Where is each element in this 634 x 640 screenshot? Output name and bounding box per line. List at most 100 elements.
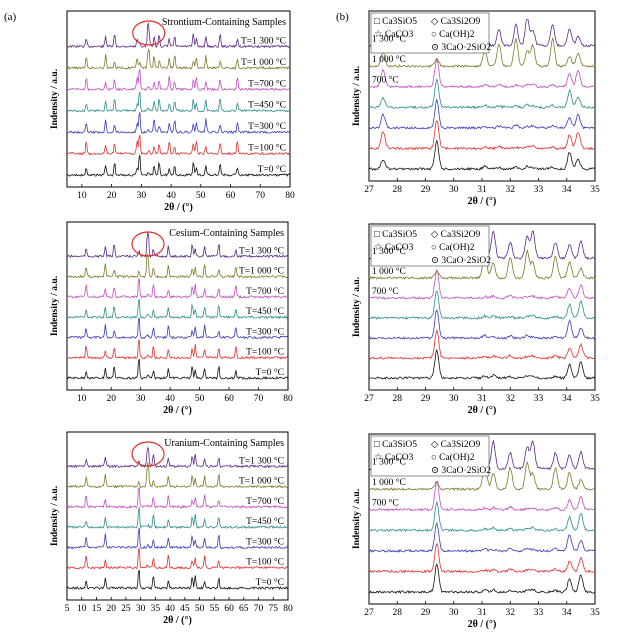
- trace-1: [66, 47, 291, 70]
- x-axis-label: 2θ / (°): [163, 405, 192, 416]
- series-label: T=1 000 °C: [239, 266, 284, 277]
- x-tick-label: 20: [107, 191, 117, 201]
- series-label: 1 300 °C: [372, 34, 406, 45]
- x-tick-label: 27: [364, 185, 374, 195]
- series-label: T=1 300 °C: [241, 35, 286, 46]
- legend: □ Ca3SiO5 ◇ Ca3Si2O9 ☆ CaCO3 ○ Ca(OH)2 ⊙ 3Ca…: [370, 225, 491, 267]
- x-tick-label: 70: [254, 394, 264, 404]
- panel-a-label: (a): [4, 11, 17, 23]
- x-axis-label: 2θ / (°): [164, 202, 193, 213]
- x-tick-label: 40: [166, 191, 176, 201]
- trace-1: [368, 37, 596, 68]
- trace-3: [66, 507, 288, 530]
- panel-b-label: (b): [336, 11, 349, 23]
- trace-1: [66, 462, 289, 489]
- legend-entry: ◇ Ca3Si2O9: [431, 17, 481, 27]
- trace-4: [368, 522, 596, 553]
- trace-5: [66, 339, 289, 360]
- chart-5: 27 28 29 30 31 32 33 34 35 2θ / (°) Indensity / a.…: [352, 433, 600, 630]
- x-tick-label: 35: [151, 604, 161, 614]
- x-tick-label: 50: [196, 191, 206, 201]
- series-label: T=450 °C: [246, 306, 284, 317]
- x-tick-label: 10: [77, 604, 87, 614]
- legend-entry: ○ Ca(OH)2: [431, 29, 475, 40]
- series-label: T=100 °C: [248, 143, 286, 154]
- legend-entry: ☆ CaCO3: [374, 452, 414, 463]
- series-label: T=300 °C: [248, 121, 286, 132]
- legend-box: [370, 435, 490, 477]
- x-tick-label: 27: [364, 394, 374, 404]
- highlight-circle: [132, 20, 166, 46]
- x-tick-label: 75: [269, 604, 279, 614]
- trace-2: [368, 268, 596, 300]
- series-label: 700 °C: [372, 498, 399, 509]
- series-label: T=300 °C: [246, 326, 284, 337]
- series-label: T=1 000 °C: [241, 57, 286, 68]
- x-tick-label: 30: [136, 604, 146, 614]
- legend-entry: ⊙ 3CaO·2SiO2: [431, 43, 491, 53]
- trace-3: [368, 77, 596, 110]
- series-label: 1 000 °C: [372, 477, 406, 488]
- trace-1: [368, 248, 596, 281]
- x-tick-label: 32: [506, 394, 516, 404]
- trace-2: [368, 481, 596, 512]
- x-tick-label: 32: [506, 608, 516, 618]
- legend: □ Ca3SiO5 ◇ Ca3Si2O9 ☆ CaCO3 ○ Ca(OH)2 ⊙ 3Ca…: [370, 12, 491, 54]
- chart-title: Uranium-Containing Samples: [164, 438, 284, 449]
- x-tick-label: 28: [393, 185, 403, 195]
- plot-frame: [66, 431, 289, 601]
- trace-3: [368, 290, 596, 320]
- x-tick-label: 80: [283, 604, 293, 614]
- x-tick-label: 30: [449, 185, 459, 195]
- x-axis-label: 2θ / (°): [468, 619, 497, 630]
- legend-entry: ⊙ 3CaO·2SiO2: [431, 256, 491, 266]
- x-tick-label: 33: [534, 185, 544, 195]
- trace-4: [66, 112, 291, 135]
- x-tick-label: 31: [477, 394, 487, 404]
- trace-6: [368, 563, 596, 594]
- x-tick-label: 45: [180, 604, 190, 614]
- trace-5: [368, 542, 596, 574]
- highlight-circle: [131, 441, 165, 467]
- x-tick-label: 5: [65, 604, 70, 614]
- plot-frame: [66, 10, 291, 188]
- trace-2: [368, 58, 596, 89]
- x-axis-label: 2θ / (°): [468, 405, 497, 416]
- series-label: 1 000 °C: [372, 54, 406, 65]
- legend-box: [370, 225, 490, 267]
- x-tick-label: 15: [92, 604, 102, 614]
- x-tick-label: 10: [77, 394, 87, 404]
- trace-4: [66, 527, 289, 550]
- x-tick-label: 30: [449, 394, 459, 404]
- x-tick-label: 30: [136, 394, 146, 404]
- series-label: T=1 000 °C: [239, 476, 284, 487]
- x-tick-label: 27: [364, 608, 374, 618]
- x-tick-label: 31: [477, 185, 487, 195]
- trace-2: [66, 486, 289, 509]
- series-label: T=450 °C: [248, 100, 286, 111]
- series-label: 1 300 °C: [372, 246, 406, 257]
- x-tick-label: 10: [77, 191, 87, 201]
- x-tick-label: 40: [165, 604, 175, 614]
- x-tick-label: 25: [121, 604, 131, 614]
- x-tick-label: 40: [165, 394, 175, 404]
- trace-0: [66, 232, 289, 259]
- chart-4: 27 28 29 30 31 32 33 34 35 2θ / (°) Indensity / a.…: [352, 223, 600, 416]
- y-axis-label: Indensity / a.u.: [352, 277, 362, 337]
- x-tick-label: 30: [137, 191, 147, 201]
- legend-entry: □ Ca3SiO5: [374, 230, 417, 240]
- y-axis-label: Indensity / a.u.: [50, 486, 60, 546]
- x-tick-label: 55: [210, 604, 220, 614]
- chart-3: 27 28 29 30 31 32 33 34 35 2θ / (°) Indensity / a.…: [352, 10, 600, 207]
- legend-entry: ○ Ca(OH)2: [431, 452, 475, 463]
- trace-2: [66, 278, 289, 299]
- y-axis-label: Indensity / a.u.: [50, 69, 60, 129]
- x-tick-label: 20: [106, 604, 116, 614]
- trace-3: [66, 298, 289, 320]
- x-tick-label: 34: [562, 608, 572, 618]
- series-label: T=0 °C: [258, 164, 286, 175]
- x-tick-label: 29: [421, 394, 431, 404]
- x-tick-label: 35: [590, 394, 600, 404]
- x-tick-label: 80: [283, 394, 293, 404]
